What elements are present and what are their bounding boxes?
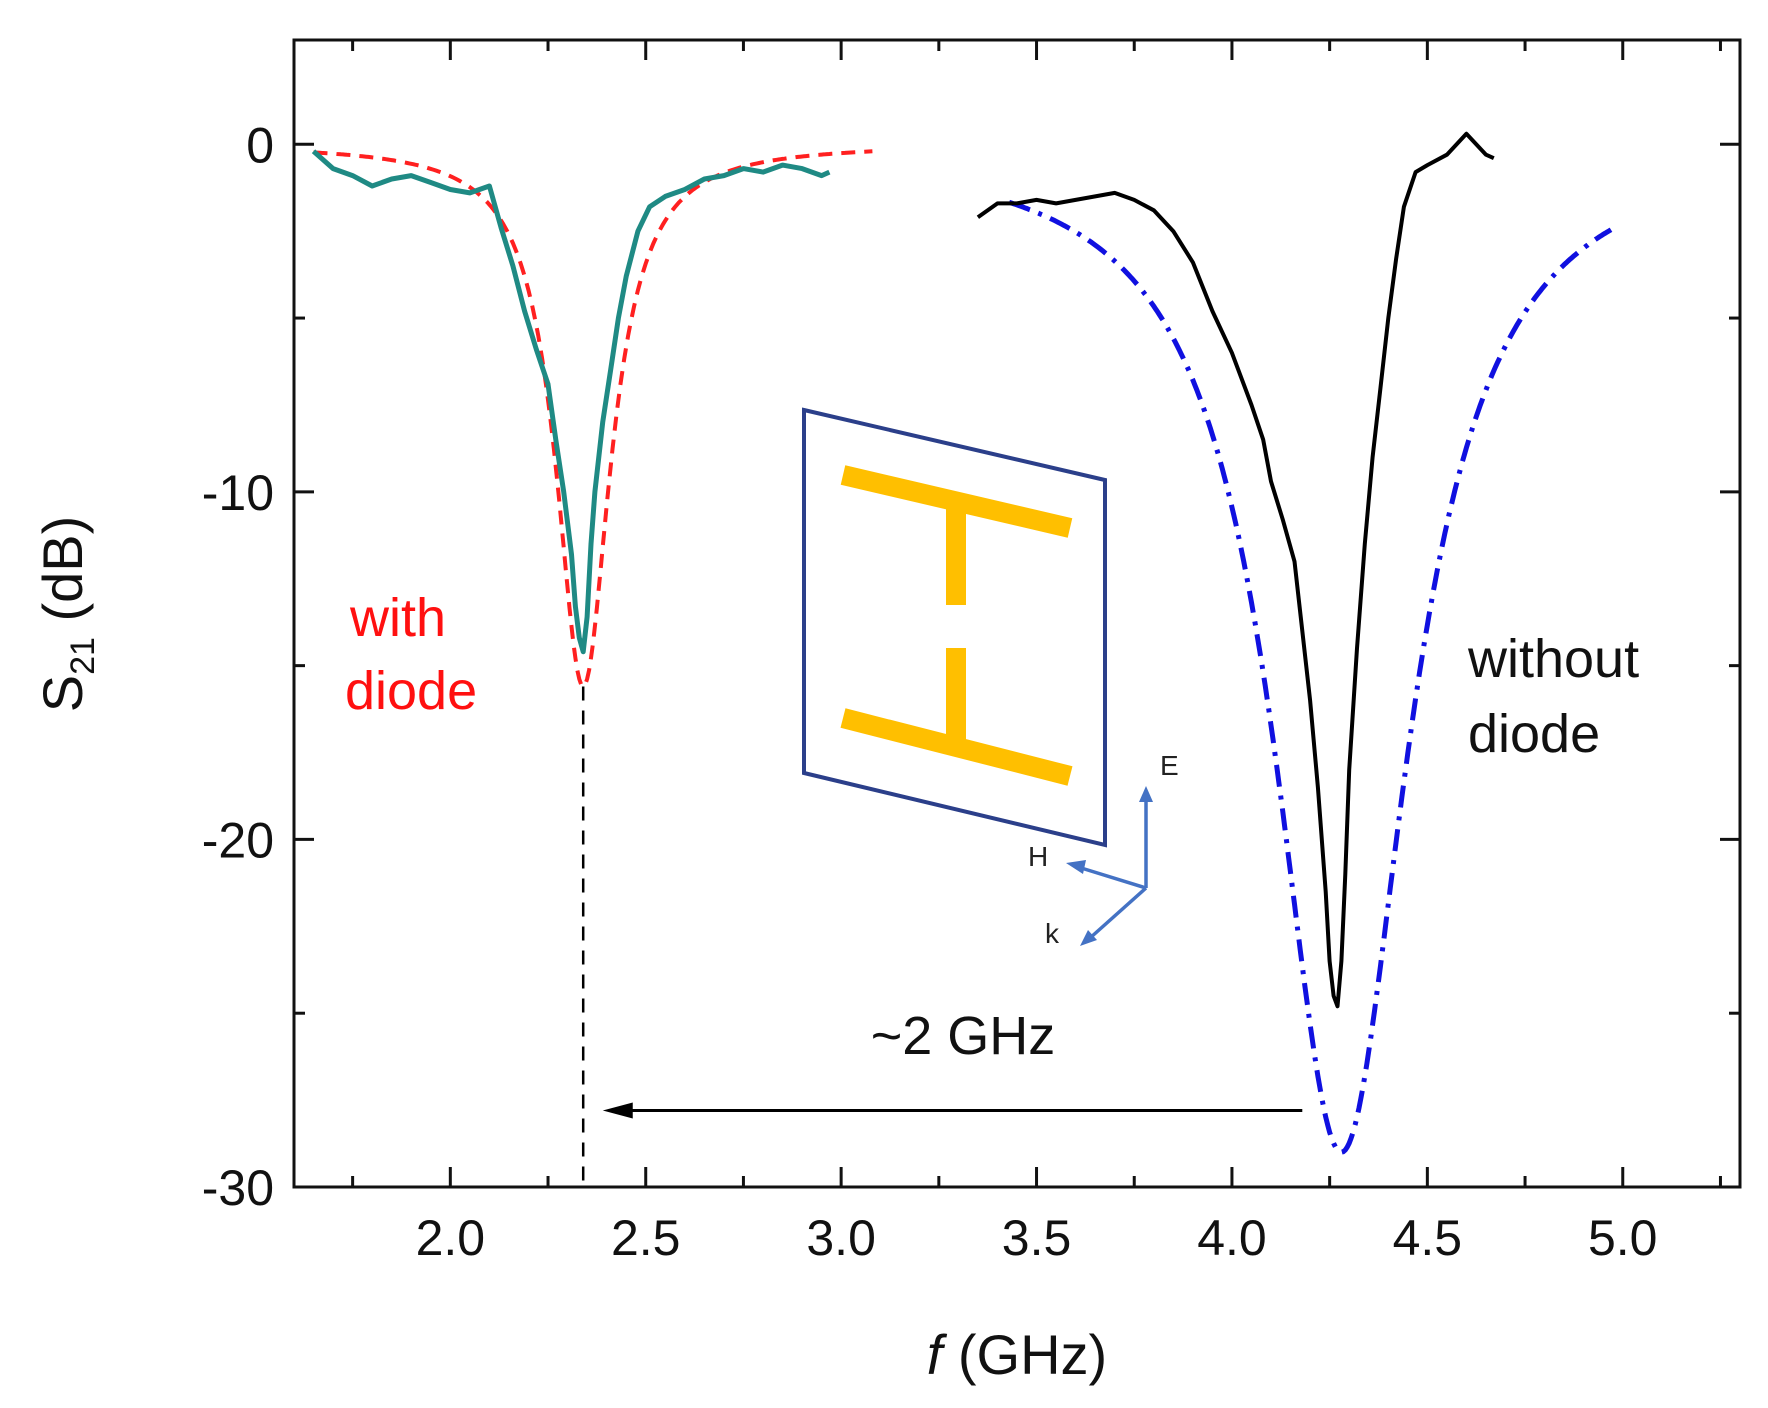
resonator-bottom-bar xyxy=(840,708,1073,786)
resonator-inset: E H k xyxy=(802,407,1179,949)
h-field-arrow xyxy=(1077,865,1147,890)
y-axis-title-main: S xyxy=(31,675,94,712)
x-axis-title-rest: (GHz) xyxy=(942,1323,1107,1386)
series-without-diode-measured xyxy=(976,131,1495,1009)
resonator-top-bar xyxy=(840,465,1073,538)
frequency-shift-arrowhead xyxy=(602,1102,633,1119)
series-with-diode-fit xyxy=(313,149,873,690)
without-diode-label-line1: without xyxy=(1467,629,1639,689)
e-field-label: E xyxy=(1160,750,1179,781)
series-without-diode-fit xyxy=(1008,199,1613,1155)
h-field-arrowhead-icon xyxy=(1066,860,1086,874)
k-vector-arrow xyxy=(1088,886,1148,940)
y-axis-title-sub: 21 xyxy=(64,637,102,675)
y-axis-title-unit: (dB) xyxy=(31,516,94,637)
without-diode-label-line2: diode xyxy=(1468,704,1600,764)
y-tick-label: -20 xyxy=(202,812,274,868)
k-vector-arrowhead-icon xyxy=(1080,930,1097,946)
y-tick-label: -30 xyxy=(202,1160,274,1216)
axis-ticks xyxy=(294,40,1740,1189)
x-tick-label: 2.5 xyxy=(611,1210,681,1266)
y-axis-title: S21 (dB) xyxy=(31,516,102,713)
x-tick-label: 4.5 xyxy=(1393,1210,1463,1266)
h-field-label: H xyxy=(1028,841,1048,872)
y-tick-label: 0 xyxy=(246,117,274,173)
x-tick-label: 4.0 xyxy=(1197,1210,1267,1266)
y-tick-label: -10 xyxy=(202,465,274,521)
field-axes: E H k xyxy=(1028,750,1179,949)
with-diode-label-line1: with xyxy=(349,588,446,648)
x-tick-label: 5.0 xyxy=(1588,1210,1658,1266)
x-tick-label: 2.0 xyxy=(416,1210,486,1266)
x-axis-title: f (GHz) xyxy=(927,1323,1107,1386)
k-vector-label: k xyxy=(1045,918,1060,949)
axis-tick-labels: 2.0 2.5 3.0 3.5 4.0 4.5 5.0 0 -10 -20 -30 xyxy=(202,117,1658,1266)
x-tick-label: 3.0 xyxy=(806,1210,876,1266)
with-diode-label-line2: diode xyxy=(345,661,477,721)
shift-label: ~2 GHz xyxy=(871,1006,1056,1066)
e-field-arrowhead-icon xyxy=(1139,786,1153,802)
plot-frame xyxy=(292,38,1742,1189)
series-with-diode-measured xyxy=(311,149,831,655)
x-tick-label: 3.5 xyxy=(1002,1210,1072,1266)
